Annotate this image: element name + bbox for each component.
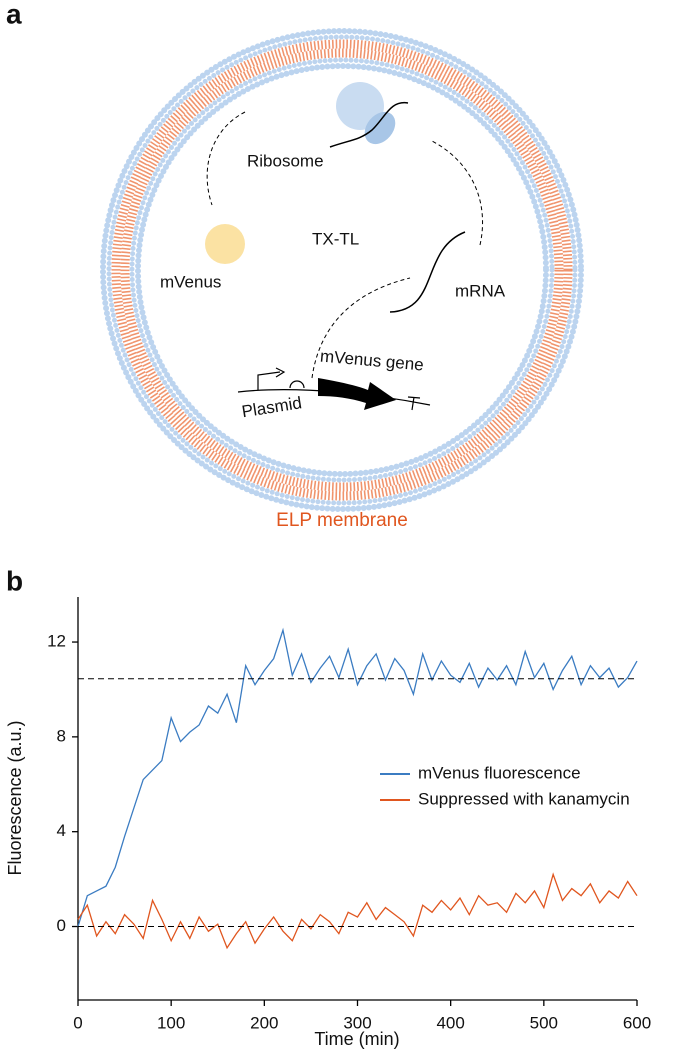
membrane-label: ELP membrane <box>276 510 408 531</box>
panel-label: a <box>6 0 22 29</box>
x-axis-title: Time (min) <box>314 1029 399 1049</box>
label: Ribosome <box>247 151 324 170</box>
x-tick-label: 300 <box>343 1013 371 1032</box>
x-tick-label: 100 <box>157 1013 185 1032</box>
mrna-icon <box>389 231 466 313</box>
x-tick-label: 0 <box>73 1013 82 1032</box>
data-line <box>77 627 638 927</box>
y-tick-label: 0 <box>57 916 66 935</box>
plot: 0 4 8 12 0 100 200 300 400 500 600 mVenus fluoresce… <box>47 597 651 1032</box>
legend-label: mVenus fluorescence <box>418 763 581 782</box>
mvenus-icon <box>205 224 245 264</box>
label: mVenus <box>160 272 221 291</box>
y-tick-label: 12 <box>47 632 66 651</box>
arrows <box>206 111 484 379</box>
label: mVenus gene <box>319 347 424 375</box>
y-tick-label: 4 <box>57 821 66 840</box>
vesicle <box>100 28 584 512</box>
legend-label: Suppressed with kanamycin <box>418 789 630 808</box>
x-tick-label: 200 <box>250 1013 278 1032</box>
plasmid-icon <box>237 367 431 411</box>
label: Plasmid <box>240 393 303 421</box>
panel-label: b <box>6 565 23 596</box>
x-tick-label: 500 <box>530 1013 558 1032</box>
y-tick-label: 8 <box>57 726 66 745</box>
ribosome-icon <box>329 82 409 148</box>
label: mRNA <box>455 281 506 300</box>
data-line <box>77 872 638 950</box>
x-tick-label: 600 <box>623 1013 651 1032</box>
x-tick-label: 400 <box>436 1013 464 1032</box>
label: TX-TL <box>312 229 359 248</box>
y-axis-title: Fluorescence (a.u.) <box>5 720 25 875</box>
